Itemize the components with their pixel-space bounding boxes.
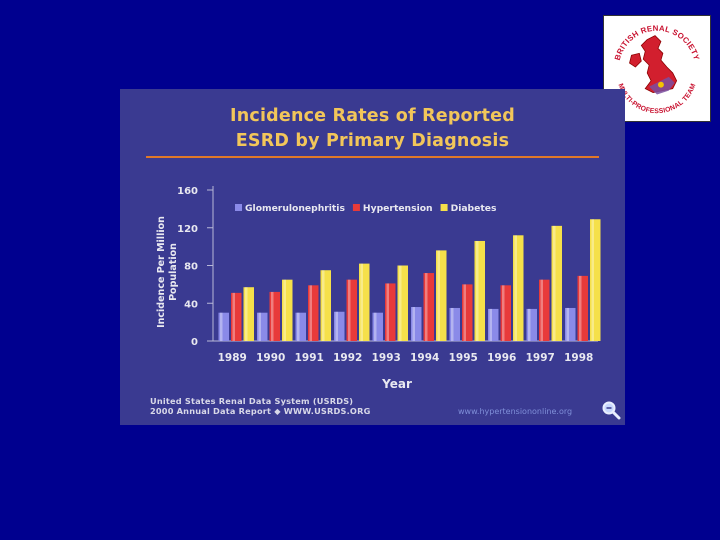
x-tick-label-1991: 1991: [295, 352, 324, 364]
x-tick-label-1990: 1990: [256, 352, 285, 364]
bar-glomerulonephritis-1995: [449, 307, 460, 341]
source-line-2: 2000 Annual Data Report ◆ WWW.USRDS.ORG: [150, 406, 371, 416]
bar-hypertension-1993: [385, 283, 396, 341]
title-divider: [146, 156, 599, 158]
bar-hypertension-1989: [231, 292, 242, 341]
bar-hypertension-1996: [500, 285, 511, 341]
chart-title: Incidence Rates of Reported: [230, 106, 515, 126]
bar-glomerulonephritis-1996: [488, 308, 499, 341]
bar-highlight: [463, 284, 466, 341]
bar-hypertension-1994: [423, 273, 434, 341]
bar-highlight: [245, 287, 248, 341]
x-tick-label-1989: 1989: [218, 352, 247, 364]
bar-diabetes-1993: [397, 265, 408, 341]
legend-label-diabetes: Diabetes: [451, 203, 497, 214]
legend-label-hypertension: Hypertension: [363, 203, 433, 214]
bar-glomerulonephritis-1990: [257, 312, 268, 341]
y-axis-label: Incidence Per Million: [156, 216, 167, 328]
bar-highlight: [335, 311, 338, 341]
chart-panel: Incidence Rates of Reported ESRD by Prim…: [120, 89, 625, 425]
bar-glomerulonephritis-1989: [218, 312, 229, 341]
bar-highlight: [591, 219, 594, 341]
bar-highlight: [271, 291, 274, 341]
bar-diabetes-1995: [474, 240, 485, 341]
bar-glomerulonephritis-1994: [411, 307, 422, 341]
bar-highlight: [232, 292, 235, 341]
bar-highlight: [579, 275, 582, 341]
bar-glomerulonephritis-1991: [295, 312, 306, 341]
bar-highlight: [360, 263, 363, 341]
bar-diabetes-1989: [243, 287, 254, 341]
x-tick-label-1992: 1992: [333, 352, 362, 364]
bar-diabetes-1997: [551, 225, 562, 341]
british-renal-society-logo: BRITISH RENAL SOCIETY MULTI-PROFESSIONAL…: [603, 15, 711, 122]
bar-highlight: [502, 285, 505, 341]
x-tick-label-1998: 1998: [564, 352, 593, 364]
bar-hypertension-1992: [346, 279, 357, 341]
website-link[interactable]: www.hypertensiononline.org: [458, 407, 573, 416]
bar-highlight: [540, 279, 543, 341]
x-tick-label-1996: 1996: [487, 352, 516, 364]
bar-highlight: [528, 308, 531, 341]
chart-title-line2: ESRD by Primary Diagnosis: [235, 131, 510, 151]
magnifier-icon[interactable]: [601, 400, 621, 420]
bar-diabetes-1998: [590, 219, 601, 341]
bar-diabetes-1992: [359, 263, 370, 341]
legend-label-glomerulonephritis: Glomerulonephritis: [245, 203, 345, 214]
bar-highlight: [374, 312, 377, 341]
bar-hypertension-1991: [308, 285, 319, 341]
y-tick-label: 80: [184, 262, 198, 273]
bar-highlight: [425, 273, 428, 341]
y-tick-label: 40: [184, 299, 198, 310]
legend-swatch-hypertension: [352, 204, 360, 211]
bar-diabetes-1996: [513, 235, 524, 341]
bar-highlight: [412, 307, 415, 341]
bar-highlight: [437, 250, 440, 341]
bar-highlight: [283, 279, 286, 341]
bar-highlight: [451, 307, 454, 341]
bar-glomerulonephritis-1998: [565, 307, 576, 341]
bar-chart: 0 40 80 120 160 Incidence Per Million Populati…: [156, 186, 601, 391]
bar-diabetes-1994: [436, 250, 447, 341]
legend-swatch-glomerulonephritis: [235, 204, 242, 211]
bar-highlight: [386, 283, 389, 341]
bar-highlight: [297, 312, 300, 341]
bar-hypertension-1990: [269, 291, 280, 341]
bar-highlight: [220, 312, 223, 341]
x-tick-label-1997: 1997: [526, 352, 555, 364]
legend-swatch-diabetes: [440, 204, 448, 211]
bar-hypertension-1998: [577, 275, 588, 341]
y-tick-label: 120: [177, 224, 198, 235]
x-tick-label-1994: 1994: [410, 352, 439, 364]
bar-highlight: [309, 285, 312, 341]
bar-diabetes-1990: [282, 279, 293, 341]
bar-highlight: [489, 308, 492, 341]
bar-glomerulonephritis-1993: [372, 312, 383, 341]
bar-highlight: [258, 312, 261, 341]
x-tick-label-1993: 1993: [372, 352, 401, 364]
uk-map-icon: BRITISH RENAL SOCIETY MULTI-PROFESSIONAL…: [613, 24, 701, 116]
source-line-1: United States Renal Data System (USRDS): [150, 396, 354, 406]
bar-highlight: [348, 279, 351, 341]
bar-highlight: [553, 225, 556, 341]
bar-glomerulonephritis-1992: [334, 311, 345, 341]
x-tick-label-1995: 1995: [449, 352, 478, 364]
bar-highlight: [514, 235, 517, 341]
bar-highlight: [399, 265, 402, 341]
bar-highlight: [322, 270, 325, 341]
x-axis-label: Year: [381, 377, 412, 391]
bar-highlight: [566, 307, 569, 341]
y-tick-label: 160: [177, 186, 198, 197]
bar-hypertension-1995: [462, 284, 473, 341]
y-tick-label: 0: [191, 337, 198, 348]
bar-diabetes-1991: [320, 270, 331, 341]
bar-highlight: [476, 240, 479, 341]
y-axis-label-line2: Population: [168, 243, 179, 301]
bar-glomerulonephritis-1997: [526, 308, 537, 341]
bar-hypertension-1997: [539, 279, 550, 341]
